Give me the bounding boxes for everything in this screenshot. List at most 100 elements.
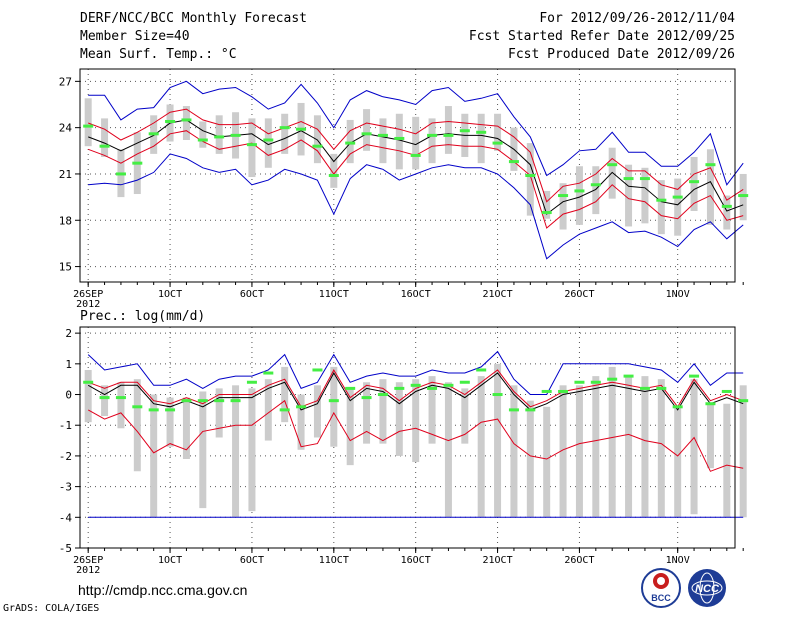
prec-marker — [214, 399, 225, 403]
temp-panel: 15 18 21 24 27 26SEP 1OCT 6OCT 11OCT 16OCT 21OCT 26… — [59, 68, 749, 310]
prec-marker — [476, 368, 487, 372]
temp-marker — [476, 130, 487, 134]
prec-box — [248, 388, 256, 512]
temp-marker — [115, 172, 126, 176]
temp-marker — [312, 144, 323, 148]
prec-mean-line — [87, 371, 744, 411]
temp-marker — [165, 119, 176, 123]
website-url[interactable]: http://cmdp.ncc.cma.gov.cn — [78, 582, 248, 598]
temp-box — [494, 113, 502, 151]
temp-box — [592, 166, 600, 215]
prec-marker — [459, 380, 470, 384]
temp-box — [264, 118, 272, 168]
prec-frame — [79, 326, 736, 549]
prec-marker — [99, 396, 110, 400]
prec-panel: -5 -4 -3 -2 -1 0 1 2 26SEP 1OCT 6OCT 11OCT 16OCT 21OC… — [59, 326, 749, 576]
prec-box — [117, 382, 125, 429]
prec-ytick-label: -1 — [59, 419, 72, 432]
prec-marker — [541, 389, 552, 393]
temp-max-line — [88, 80, 744, 186]
prec-xtick-label: 26SEP — [73, 555, 103, 566]
temp-upper-std-line — [88, 108, 744, 203]
temp-marker — [377, 133, 388, 137]
prec-ytick-label: 2 — [65, 327, 72, 340]
chart-title: DERF/NCC/BCC Monthly Forecast — [80, 11, 307, 26]
prec-box — [657, 379, 665, 518]
temp-mean-line — [88, 119, 744, 215]
prec-xtick-label: 21OCT — [483, 555, 513, 566]
temp-marker — [689, 180, 700, 184]
prec-marker — [181, 399, 192, 403]
prec-ytick-label: -3 — [59, 481, 72, 494]
temp-xtick-label: 1NOV — [666, 289, 690, 300]
temp-box — [395, 113, 403, 170]
temp-box — [657, 180, 665, 235]
prec-marker — [558, 389, 569, 393]
temp-marker — [296, 127, 307, 131]
prec-marker — [246, 380, 257, 384]
prec-box — [625, 376, 633, 518]
prec-marker — [525, 408, 536, 412]
temp-box — [363, 109, 371, 151]
temp-box — [428, 118, 436, 164]
temp-marker — [410, 153, 421, 157]
temp-year-label: 2012 — [76, 299, 100, 310]
temp-box — [346, 119, 354, 164]
prec-xtick-label: 1OCT — [158, 555, 182, 566]
temp-marker — [656, 198, 667, 202]
temp-box — [723, 195, 731, 230]
temp-box — [625, 164, 633, 227]
prec-marker — [328, 399, 339, 403]
temp-xtick-label: 6OCT — [240, 289, 264, 300]
temp-marker — [525, 174, 536, 177]
grads-credit: GrADS: COLA/IGES — [3, 603, 100, 614]
prec-marker — [132, 405, 143, 409]
temp-marker — [672, 195, 683, 199]
prec-marker — [738, 399, 749, 403]
prec-box — [412, 379, 420, 463]
temp-xtick-label: 26SEP — [73, 289, 103, 300]
prec-marker — [377, 393, 388, 397]
temp-marker — [459, 129, 470, 133]
prec-box — [461, 388, 469, 444]
prec-box — [739, 385, 747, 518]
prec-ytick-label: -5 — [59, 542, 72, 555]
temp-marker — [148, 132, 159, 136]
temp-marker — [214, 135, 225, 139]
prec-marker — [345, 386, 356, 390]
prec-ytick-label: 1 — [65, 358, 72, 371]
temp-marker — [361, 132, 372, 136]
temp-marker — [230, 133, 241, 137]
prec-box — [706, 403, 714, 469]
prec-marker — [427, 386, 438, 390]
temp-marker — [623, 177, 634, 181]
temp-box — [575, 166, 583, 225]
prec-year-label: 2012 — [76, 565, 100, 576]
temp-marker — [443, 133, 454, 137]
prec-box — [575, 385, 583, 518]
prec-box — [150, 394, 158, 518]
temp-marker — [607, 163, 618, 167]
temp-box — [444, 106, 452, 154]
temp-marker — [574, 189, 585, 193]
prec-box — [363, 382, 371, 444]
temp-box — [199, 121, 207, 148]
prec-marker — [263, 371, 274, 375]
panel2-variable-label: Prec.: log(mm/d) — [80, 309, 206, 324]
ncc-logo-globe-line — [691, 580, 723, 596]
temp-box — [248, 118, 256, 178]
temp-box — [477, 113, 485, 164]
temp-marker — [427, 133, 438, 137]
temp-ytick-label: 27 — [59, 75, 72, 88]
temp-marker — [132, 161, 143, 165]
prec-ytick-label: -4 — [59, 511, 73, 524]
prec-marker — [361, 396, 372, 400]
temp-box — [543, 190, 551, 219]
temp-marker — [83, 124, 94, 128]
prec-box — [232, 385, 240, 518]
temp-marker — [246, 143, 257, 147]
prec-xtick-label: 16OCT — [401, 555, 431, 566]
temp-frame — [79, 68, 736, 283]
prec-marker — [197, 399, 208, 403]
temp-ytick-label: 18 — [59, 214, 72, 227]
